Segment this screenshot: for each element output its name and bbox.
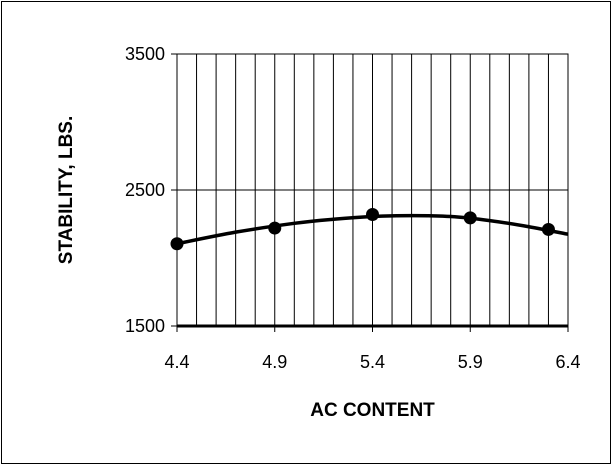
data-point [366,207,379,221]
y-tick-labels: 1500 2500 3500 [125,44,165,336]
data-point [268,221,282,235]
x-tick-label: 5.4 [360,352,385,372]
y-axis-title: STABILITY, LBS. [56,116,77,264]
x-axis-title: AC CONTENT [310,400,435,421]
x-tick-label: 4.9 [262,352,287,372]
y-tick-label: 1500 [125,316,165,336]
data-point [463,211,477,225]
x-tick-labels: 4.4 4.9 5.4 5.9 6.4 [164,352,580,372]
x-tick-label: 4.4 [164,352,189,372]
y-tick-label: 2500 [125,180,165,200]
data-point [170,237,184,251]
x-tick-label: 6.4 [555,352,580,372]
y-tick-label: 3500 [125,44,165,64]
x-tick-label: 5.9 [458,352,483,372]
data-point [541,222,555,236]
trend-line [176,213,569,246]
y-tick-marks [171,53,177,327]
data-points [170,207,555,251]
x-tick-marks [176,326,569,332]
